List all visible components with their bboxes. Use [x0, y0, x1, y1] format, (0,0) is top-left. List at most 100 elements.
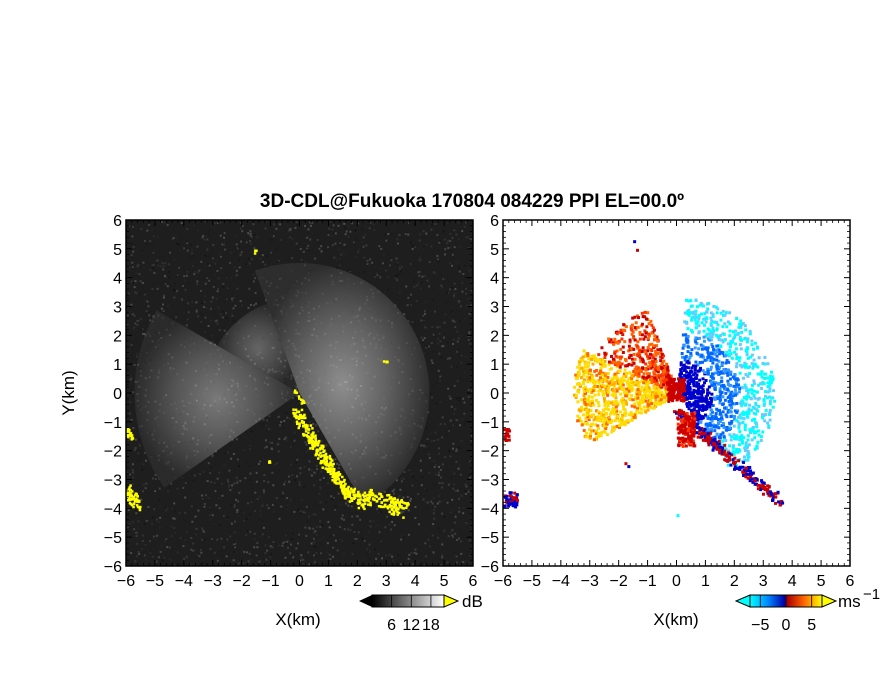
noise-pixel: [284, 480, 287, 483]
velocity-pixel: [771, 405, 775, 409]
noise-pixel: [245, 241, 248, 244]
noise-pixel: [464, 492, 467, 495]
velocity-pixel: [638, 350, 642, 354]
clutter-pixel: [129, 502, 133, 506]
velocity-pixel: [743, 458, 747, 462]
clutter-pixel: [391, 497, 394, 501]
velocity-pixel: [629, 353, 633, 357]
clutter-pixel: [324, 457, 327, 461]
noise-pixel: [213, 551, 216, 554]
noise-pixel: [263, 446, 266, 449]
noise-pixel: [230, 276, 233, 279]
noise-pixel: [364, 233, 367, 236]
velocity-pixel: [637, 380, 641, 384]
noise-pixel: [399, 488, 402, 491]
noise-pixel: [434, 483, 437, 486]
noise-pixel: [304, 526, 307, 529]
noise-pixel: [176, 242, 179, 245]
noise-pixel: [443, 423, 446, 426]
velocity-pixel: [641, 375, 645, 379]
clutter-pixel: [344, 496, 347, 499]
noise-pixel: [279, 424, 282, 427]
velocity-pixel: [635, 314, 639, 318]
noise-pixel: [453, 246, 456, 249]
velocity-pixel: [590, 429, 594, 433]
velocity-pixel: [609, 338, 613, 342]
clutter-pixel: [344, 491, 347, 494]
noise-pixel: [422, 314, 425, 317]
velocity-pixel: [600, 346, 604, 350]
noise-pixel: [382, 254, 385, 257]
velocity-pixel: [600, 364, 604, 368]
noise-pixel: [190, 548, 193, 551]
noise-pixel: [221, 494, 224, 497]
velocity-pixel: [609, 412, 613, 416]
velocity-pixel: [633, 315, 637, 319]
velocity-pixel: [593, 388, 597, 392]
noise-pixel: [216, 322, 219, 325]
noise-pixel: [202, 470, 205, 473]
velocity-pixel: [727, 389, 731, 393]
noise-pixel: [222, 310, 225, 313]
noise-pixel: [439, 469, 442, 472]
clutter-pixel: [402, 501, 405, 504]
noise-pixel: [376, 519, 379, 522]
clutter-pixel: [309, 424, 313, 427]
clutter-pixel: [293, 391, 297, 394]
clutter-pixel: [382, 360, 386, 363]
noise-pixel: [131, 235, 134, 238]
velocity-pixel: [653, 384, 657, 388]
velocity-pixel: [641, 366, 645, 370]
noise-pixel: [443, 321, 446, 324]
noise-pixel: [444, 253, 447, 256]
noise-pixel: [237, 246, 240, 249]
noise-pixel: [218, 507, 221, 510]
velocity-pixel: [618, 357, 622, 361]
noise-pixel: [284, 411, 287, 414]
velocity-pixel: [595, 385, 599, 389]
noise-pixel: [446, 357, 449, 360]
clutter-pixel: [130, 497, 133, 501]
noise-pixel: [132, 281, 135, 284]
clutter-pixel: [332, 462, 335, 466]
noise-pixel: [328, 553, 331, 556]
noise-pixel: [442, 344, 445, 347]
velocity-pixel: [701, 304, 705, 308]
noise-pixel: [439, 240, 442, 243]
velocity-pixel: [617, 339, 621, 343]
noise-pixel: [378, 531, 381, 534]
noise-pixel: [207, 324, 210, 327]
noise-pixel: [254, 277, 257, 280]
velocity-pixel: [614, 361, 618, 365]
clutter-pixel: [129, 432, 133, 435]
noise-pixel: [409, 499, 412, 502]
velocity-pixel: [728, 354, 732, 358]
x-tick-label: 4: [411, 573, 420, 590]
noise-pixel: [189, 299, 192, 302]
noise-pixel: [284, 542, 287, 545]
noise-pixel: [190, 243, 193, 246]
velocity-pixel: [639, 359, 643, 363]
noise-pixel: [393, 524, 396, 527]
noise-pixel: [456, 397, 459, 400]
clutter-pixel: [358, 500, 361, 503]
noise-pixel: [371, 261, 374, 264]
velocity-pixel: [613, 408, 617, 412]
clutter-pixel: [399, 500, 403, 504]
noise-pixel: [304, 441, 307, 444]
noise-pixel: [299, 512, 302, 515]
velocity-pixel: [596, 418, 600, 422]
noise-pixel: [131, 463, 134, 466]
noise-pixel: [441, 512, 444, 515]
noise-pixel: [411, 475, 414, 478]
clutter-pixel: [317, 439, 321, 443]
velocity-pixel: [610, 393, 614, 397]
noise-pixel: [385, 291, 388, 294]
noise-pixel: [344, 233, 347, 236]
clutter-pixel: [384, 503, 387, 507]
velocity-pixel: [591, 387, 595, 391]
clutter-pixel: [319, 461, 322, 465]
noise-pixel: [309, 238, 312, 241]
clutter-pixel: [402, 507, 406, 510]
noise-pixel: [442, 560, 445, 563]
